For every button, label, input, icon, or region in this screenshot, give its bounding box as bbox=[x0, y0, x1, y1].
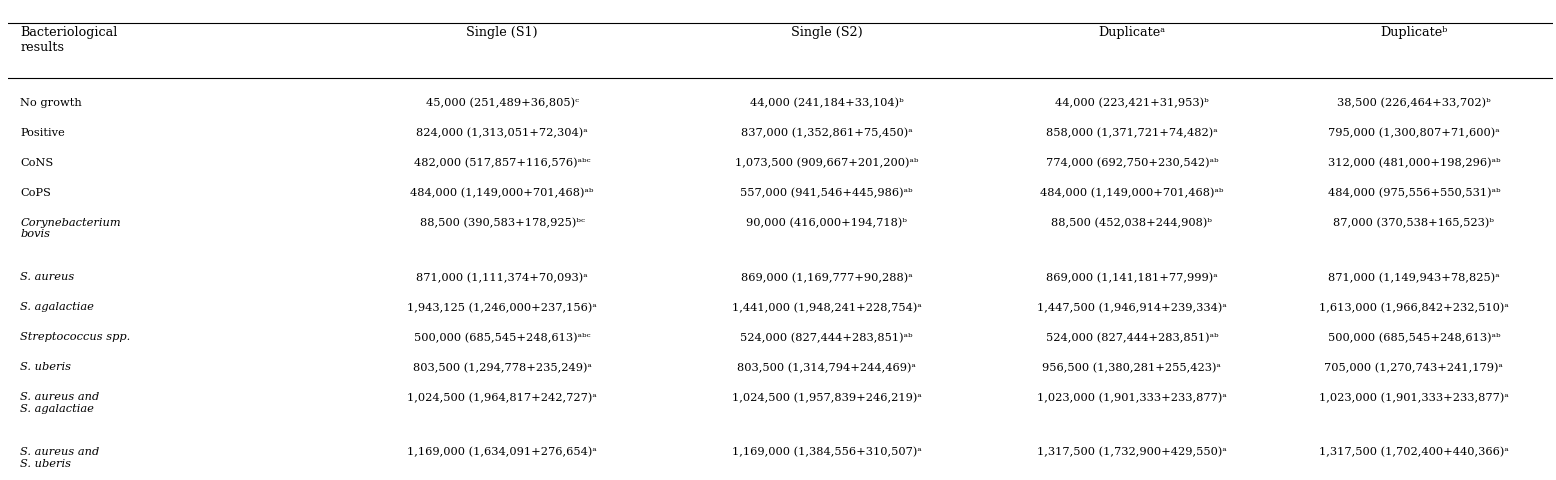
Text: 482,000 (517,857+116,576)ᵃᵇᶜ: 482,000 (517,857+116,576)ᵃᵇᶜ bbox=[414, 157, 591, 168]
Text: Streptococcus spp.: Streptococcus spp. bbox=[20, 332, 131, 342]
Text: 1,023,000 (1,901,333+233,877)ᵃ: 1,023,000 (1,901,333+233,877)ᵃ bbox=[1319, 392, 1509, 402]
Text: Bacteriological
results: Bacteriological results bbox=[20, 26, 118, 54]
Text: S. aureus and
S. uberis: S. aureus and S. uberis bbox=[20, 446, 100, 468]
Text: 1,317,500 (1,732,900+429,550)ᵃ: 1,317,500 (1,732,900+429,550)ᵃ bbox=[1036, 446, 1226, 456]
Text: 38,500 (226,464+33,702)ᵇ: 38,500 (226,464+33,702)ᵇ bbox=[1337, 97, 1491, 108]
Text: 88,500 (390,583+178,925)ᵇᶜ: 88,500 (390,583+178,925)ᵇᶜ bbox=[420, 217, 585, 228]
Text: 837,000 (1,352,861+75,450)ᵃ: 837,000 (1,352,861+75,450)ᵃ bbox=[741, 127, 912, 138]
Text: S. aureus: S. aureus bbox=[20, 272, 75, 282]
Text: Single (S2): Single (S2) bbox=[790, 26, 862, 39]
Text: 871,000 (1,149,943+78,825)ᵃ: 871,000 (1,149,943+78,825)ᵃ bbox=[1327, 272, 1500, 282]
Text: 500,000 (685,545+248,613)ᵃᵇᶜ: 500,000 (685,545+248,613)ᵃᵇᶜ bbox=[414, 332, 591, 342]
Text: 312,000 (481,000+198,296)ᵃᵇ: 312,000 (481,000+198,296)ᵃᵇ bbox=[1327, 157, 1500, 168]
Text: 1,613,000 (1,966,842+232,510)ᵃ: 1,613,000 (1,966,842+232,510)ᵃ bbox=[1319, 302, 1509, 312]
Text: 44,000 (241,184+33,104)ᵇ: 44,000 (241,184+33,104)ᵇ bbox=[750, 97, 904, 108]
Text: 500,000 (685,545+248,613)ᵃᵇ: 500,000 (685,545+248,613)ᵃᵇ bbox=[1327, 332, 1500, 342]
Text: S. agalactiae: S. agalactiae bbox=[20, 302, 93, 312]
Text: 1,073,500 (909,667+201,200)ᵃᵇ: 1,073,500 (909,667+201,200)ᵃᵇ bbox=[734, 157, 918, 168]
Text: 858,000 (1,371,721+74,482)ᵃ: 858,000 (1,371,721+74,482)ᵃ bbox=[1046, 127, 1218, 138]
Text: 484,000 (1,149,000+701,468)ᵃᵇ: 484,000 (1,149,000+701,468)ᵃᵇ bbox=[1039, 187, 1223, 198]
Text: 705,000 (1,270,743+241,179)ᵃ: 705,000 (1,270,743+241,179)ᵃ bbox=[1324, 361, 1503, 372]
Text: 1,317,500 (1,702,400+440,366)ᵃ: 1,317,500 (1,702,400+440,366)ᵃ bbox=[1319, 446, 1509, 456]
Text: 557,000 (941,546+445,986)ᵃᵇ: 557,000 (941,546+445,986)ᵃᵇ bbox=[741, 187, 913, 198]
Text: Single (S1): Single (S1) bbox=[467, 26, 538, 39]
Text: Duplicateᵇ: Duplicateᵇ bbox=[1380, 26, 1447, 39]
Text: Positive: Positive bbox=[20, 127, 65, 137]
Text: 1,024,500 (1,957,839+246,219)ᵃ: 1,024,500 (1,957,839+246,219)ᵃ bbox=[731, 392, 921, 402]
Text: 1,943,125 (1,246,000+237,156)ᵃ: 1,943,125 (1,246,000+237,156)ᵃ bbox=[408, 302, 598, 312]
Text: 1,024,500 (1,964,817+242,727)ᵃ: 1,024,500 (1,964,817+242,727)ᵃ bbox=[408, 392, 598, 402]
Text: 87,000 (370,538+165,523)ᵇ: 87,000 (370,538+165,523)ᵇ bbox=[1333, 217, 1494, 228]
Text: 803,500 (1,294,778+235,249)ᵃ: 803,500 (1,294,778+235,249)ᵃ bbox=[412, 361, 591, 372]
Text: 1,023,000 (1,901,333+233,877)ᵃ: 1,023,000 (1,901,333+233,877)ᵃ bbox=[1036, 392, 1226, 402]
Text: 1,441,000 (1,948,241+228,754)ᵃ: 1,441,000 (1,948,241+228,754)ᵃ bbox=[731, 302, 921, 312]
Text: 524,000 (827,444+283,851)ᵃᵇ: 524,000 (827,444+283,851)ᵃᵇ bbox=[1046, 332, 1218, 342]
Text: 1,447,500 (1,946,914+239,334)ᵃ: 1,447,500 (1,946,914+239,334)ᵃ bbox=[1036, 302, 1226, 312]
Text: CoNS: CoNS bbox=[20, 157, 53, 168]
Text: No growth: No growth bbox=[20, 97, 82, 108]
Text: 90,000 (416,000+194,718)ᵇ: 90,000 (416,000+194,718)ᵇ bbox=[747, 217, 907, 228]
Text: 956,500 (1,380,281+255,423)ᵃ: 956,500 (1,380,281+255,423)ᵃ bbox=[1043, 361, 1221, 372]
Text: 44,000 (223,421+31,953)ᵇ: 44,000 (223,421+31,953)ᵇ bbox=[1055, 97, 1209, 108]
Text: 871,000 (1,111,374+70,093)ᵃ: 871,000 (1,111,374+70,093)ᵃ bbox=[417, 272, 588, 282]
Text: 774,000 (692,750+230,542)ᵃᵇ: 774,000 (692,750+230,542)ᵃᵇ bbox=[1046, 157, 1218, 168]
Text: 869,000 (1,141,181+77,999)ᵃ: 869,000 (1,141,181+77,999)ᵃ bbox=[1046, 272, 1218, 282]
Text: 1,169,000 (1,384,556+310,507)ᵃ: 1,169,000 (1,384,556+310,507)ᵃ bbox=[731, 446, 921, 456]
Text: 795,000 (1,300,807+71,600)ᵃ: 795,000 (1,300,807+71,600)ᵃ bbox=[1327, 127, 1500, 138]
Text: 1,169,000 (1,634,091+276,654)ᵃ: 1,169,000 (1,634,091+276,654)ᵃ bbox=[408, 446, 598, 456]
Text: 869,000 (1,169,777+90,288)ᵃ: 869,000 (1,169,777+90,288)ᵃ bbox=[741, 272, 912, 282]
Text: CoPS: CoPS bbox=[20, 187, 51, 197]
Text: 484,000 (975,556+550,531)ᵃᵇ: 484,000 (975,556+550,531)ᵃᵇ bbox=[1327, 187, 1500, 198]
Text: 824,000 (1,313,051+72,304)ᵃ: 824,000 (1,313,051+72,304)ᵃ bbox=[417, 127, 588, 138]
Text: 524,000 (827,444+283,851)ᵃᵇ: 524,000 (827,444+283,851)ᵃᵇ bbox=[741, 332, 913, 342]
Text: S. uberis: S. uberis bbox=[20, 361, 72, 372]
Text: Corynebacterium
bovis: Corynebacterium bovis bbox=[20, 217, 121, 239]
Text: 88,500 (452,038+244,908)ᵇ: 88,500 (452,038+244,908)ᵇ bbox=[1052, 217, 1212, 228]
Text: Duplicateᵃ: Duplicateᵃ bbox=[1099, 26, 1165, 39]
Text: 484,000 (1,149,000+701,468)ᵃᵇ: 484,000 (1,149,000+701,468)ᵃᵇ bbox=[411, 187, 594, 198]
Text: S. aureus and
S. agalactiae: S. aureus and S. agalactiae bbox=[20, 392, 100, 413]
Text: 45,000 (251,489+36,805)ᶜ: 45,000 (251,489+36,805)ᶜ bbox=[426, 97, 579, 108]
Text: 803,500 (1,314,794+244,469)ᵃ: 803,500 (1,314,794+244,469)ᵃ bbox=[738, 361, 916, 372]
